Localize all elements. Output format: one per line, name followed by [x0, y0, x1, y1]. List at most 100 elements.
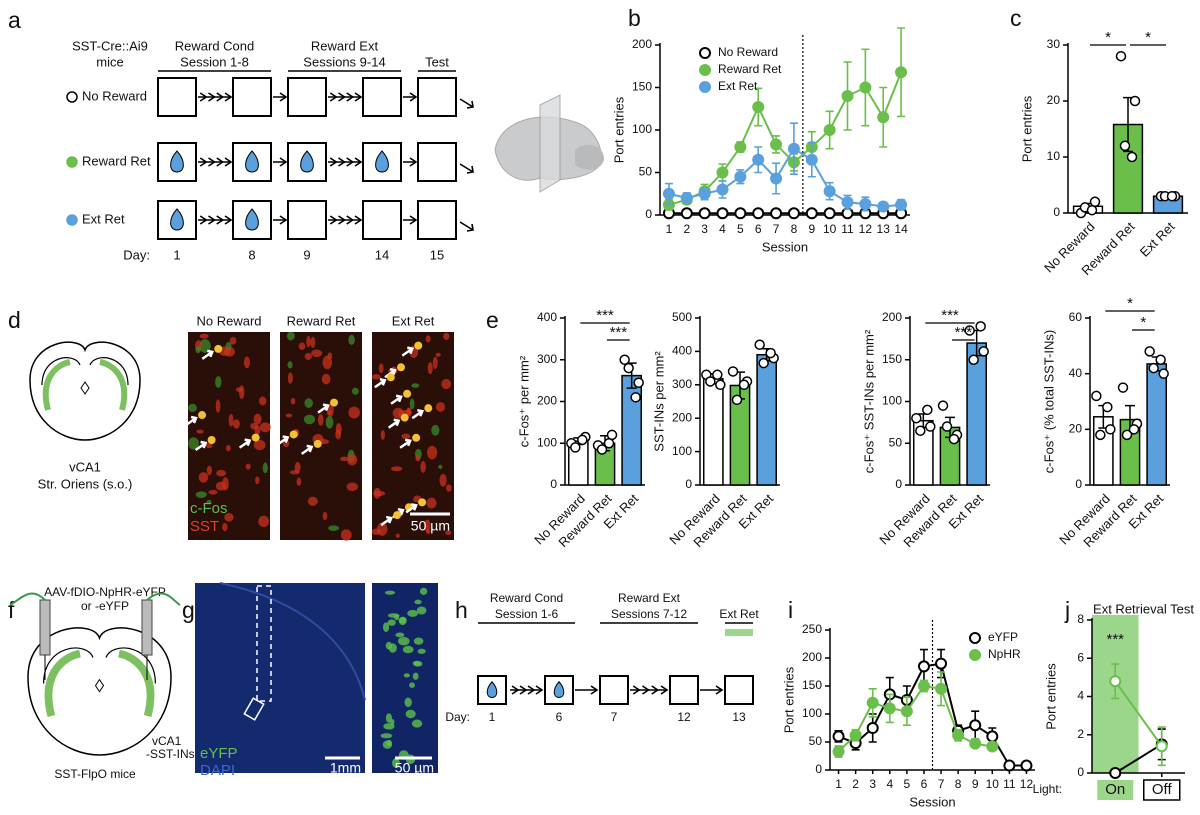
session-box	[417, 142, 457, 182]
cell	[286, 331, 295, 341]
x-tick-label: 2	[683, 222, 690, 236]
y-axis-label: SST-INs per mm²	[651, 351, 666, 452]
arrow-head	[651, 685, 660, 695]
data-point	[630, 392, 641, 403]
pointer-arrow	[401, 346, 414, 357]
point	[969, 737, 982, 750]
syringe	[39, 599, 51, 656]
data-point	[754, 339, 765, 350]
point	[823, 207, 836, 220]
cell	[322, 512, 328, 521]
cell	[401, 433, 411, 439]
cell	[413, 661, 423, 667]
y-tick-label: 0	[550, 477, 557, 491]
cell	[340, 456, 349, 462]
arrow-head	[279, 157, 288, 167]
arrow-head	[409, 92, 418, 102]
y-tick-label: 100	[882, 394, 902, 408]
y-tick-label: 20	[1047, 93, 1061, 107]
cell	[390, 466, 403, 472]
data-point	[705, 376, 716, 387]
session-box	[417, 77, 457, 117]
x-tick-label: 12	[1020, 777, 1034, 791]
cell	[405, 709, 416, 719]
cell	[208, 489, 218, 495]
group-label: Reward Ret	[82, 153, 151, 168]
phase-label: Sessions 9-14	[303, 54, 385, 69]
y-tick-label: 50	[639, 165, 653, 179]
hippocampus	[42, 359, 128, 411]
cell	[224, 512, 234, 522]
cell	[303, 414, 316, 425]
pointer-arrow	[390, 394, 403, 405]
arrow-head	[216, 215, 225, 225]
arrow-head	[279, 92, 288, 102]
colabeled-cell	[386, 373, 395, 382]
point	[770, 207, 783, 220]
y-tick-label: 60	[1069, 310, 1083, 324]
pointer-arrow	[201, 349, 214, 360]
point	[787, 142, 800, 155]
cell	[289, 470, 300, 475]
pointer-arrow	[399, 438, 412, 449]
x-tick-label: 3	[869, 777, 876, 791]
data-point	[633, 377, 644, 388]
cell	[380, 733, 393, 739]
data-point	[758, 357, 769, 369]
y-tick-label: 300	[537, 352, 557, 366]
session-box	[232, 200, 272, 240]
data-point	[975, 321, 986, 332]
point	[823, 185, 836, 198]
point	[841, 90, 854, 102]
drop-icon	[170, 208, 184, 231]
cell	[304, 352, 312, 360]
x-tick-label: 5	[904, 777, 911, 791]
y-tick-label: 0	[685, 477, 692, 491]
point	[895, 198, 908, 211]
panel-label: g	[182, 597, 195, 623]
point	[832, 745, 845, 758]
session-box	[157, 142, 197, 182]
colabeled-cell	[330, 398, 339, 407]
cell	[304, 398, 313, 408]
phase-label: Ext Ret	[719, 607, 759, 621]
point	[680, 207, 693, 220]
cell	[380, 430, 385, 440]
cell	[225, 444, 231, 452]
point	[866, 696, 879, 709]
cell	[419, 587, 428, 595]
cell	[317, 413, 324, 426]
y-tick-label: 0	[1075, 477, 1082, 491]
cell	[255, 476, 260, 485]
cell	[327, 352, 333, 360]
data-point	[1166, 190, 1178, 202]
point	[752, 101, 765, 114]
point	[969, 719, 982, 732]
cell	[411, 383, 420, 388]
arrow-head	[338, 157, 346, 167]
point	[1109, 675, 1122, 688]
panel-label: a	[8, 7, 21, 33]
x-tick-label: 11	[1003, 777, 1016, 791]
x-tick-label: 8	[955, 777, 962, 791]
tissue-edge	[219, 582, 366, 701]
pointer-arrow	[194, 440, 208, 452]
series-line	[1114, 680, 1163, 747]
session-box	[599, 675, 629, 705]
cell	[387, 619, 396, 626]
arrow-head	[329, 215, 338, 225]
ventricle	[94, 678, 105, 693]
y-axis-label: Port entries	[611, 96, 626, 163]
panel-label: c	[1010, 5, 1022, 31]
cell	[283, 439, 290, 448]
session-box	[669, 675, 699, 705]
point	[734, 207, 747, 220]
data-point	[937, 400, 949, 411]
day: 7	[611, 710, 618, 724]
significance: *	[1127, 295, 1133, 312]
cell	[414, 599, 422, 605]
x-tick-label: 9	[808, 222, 815, 236]
y-tick-label: 200	[882, 310, 902, 324]
colabeled-cell	[424, 404, 433, 413]
